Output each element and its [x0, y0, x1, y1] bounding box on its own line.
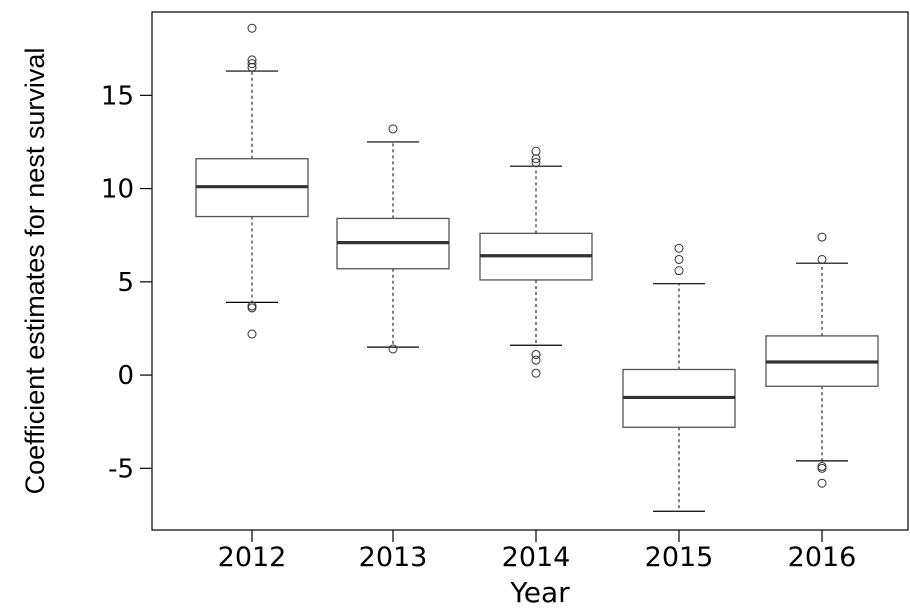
plot-frame [151, 11, 909, 531]
x-axis: 2012 2013 2014 2015 2016 [218, 530, 857, 573]
outlier-point [817, 461, 827, 471]
x-tick-label: 2014 [502, 542, 571, 573]
box-2015 [622, 243, 736, 512]
y-tick-label: 0 [117, 361, 134, 391]
outlier-point [247, 59, 257, 69]
outlier-point [817, 254, 827, 264]
outlier-point [388, 124, 398, 134]
box-2012 [195, 23, 309, 339]
outlier-point [247, 23, 257, 33]
outlier-point [247, 301, 257, 311]
x-tick-label: 2012 [218, 542, 287, 573]
outlier-point [531, 146, 541, 156]
y-axis: -5 0 5 10 15 [101, 81, 152, 484]
box-2016 [765, 232, 879, 488]
outlier-point [817, 463, 827, 473]
outlier-point [531, 350, 541, 360]
y-tick-label: -5 [108, 454, 134, 484]
outlier-point [247, 55, 257, 65]
outlier-point [531, 355, 541, 365]
outlier-point [674, 243, 684, 253]
outlier-point [531, 157, 541, 167]
box-2014 [479, 146, 593, 378]
outlier-point [817, 232, 827, 242]
outlier-point [247, 62, 257, 72]
outlier-point [674, 266, 684, 276]
y-tick-label: 15 [101, 81, 134, 111]
x-axis-title: Year [509, 576, 570, 609]
y-tick-label: 10 [101, 175, 134, 205]
x-tick-label: 2015 [645, 542, 714, 573]
outlier-point [531, 154, 541, 164]
outlier-point [531, 368, 541, 378]
box-2013 [336, 124, 450, 354]
outlier-point [674, 254, 684, 264]
x-tick-label: 2016 [788, 542, 857, 573]
y-axis-title: Coefficient estimates for nest survival [20, 48, 50, 495]
outlier-point [247, 329, 257, 339]
outlier-point [247, 303, 257, 313]
outlier-point [388, 344, 398, 354]
x-tick-label: 2013 [359, 542, 428, 573]
y-tick-label: 5 [117, 268, 134, 298]
boxes-layer [195, 23, 879, 512]
outlier-point [817, 478, 827, 488]
